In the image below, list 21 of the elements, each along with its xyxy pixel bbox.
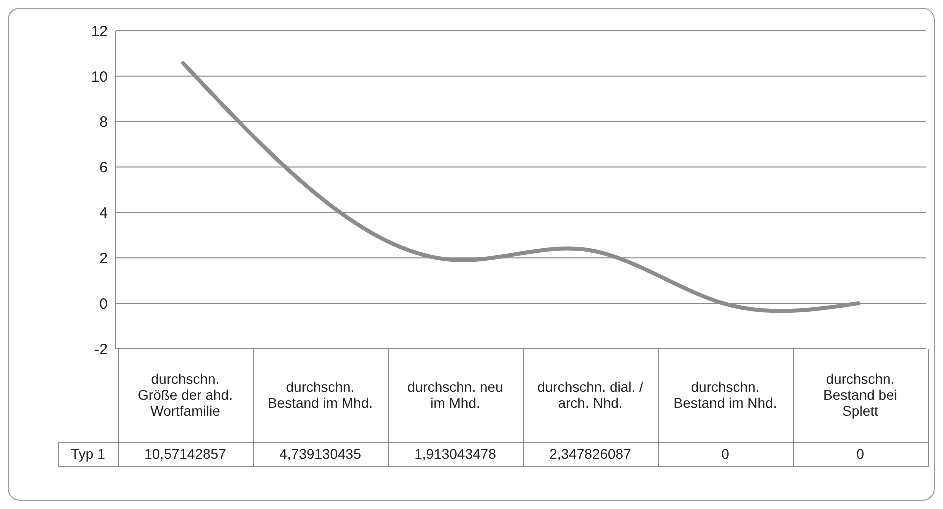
y-tick-label: 12 bbox=[91, 23, 108, 40]
y-tick-label: 6 bbox=[100, 160, 108, 177]
text: Typ 1 bbox=[58, 442, 118, 466]
x-tick-label: durchschn. Bestand bei Splett bbox=[793, 349, 928, 442]
data-label: 0 bbox=[658, 442, 793, 466]
x-tick-label: durchschn. dial. / arch. Nhd. bbox=[523, 349, 658, 442]
y-tick-label: 4 bbox=[100, 205, 108, 222]
y-tick-label: 8 bbox=[100, 114, 108, 132]
y-tick-label: 2 bbox=[100, 250, 108, 268]
data-label: 2,347826087 bbox=[523, 442, 658, 466]
y-tick-label: -2 bbox=[94, 341, 108, 358]
data-label: 1,913043478 bbox=[388, 442, 523, 466]
y-tick-label: 0 bbox=[100, 296, 108, 313]
data-label: 10,57142857 bbox=[118, 442, 253, 466]
data-label: 4,739130435 bbox=[253, 442, 388, 466]
x-tick-label: durchschn. Bestand im Mhd. bbox=[253, 349, 388, 442]
x-tick-label: durchschn. neu im Mhd. bbox=[388, 349, 523, 442]
y-tick-label: 10 bbox=[91, 68, 108, 86]
data-label: 0 bbox=[793, 442, 928, 466]
x-tick-label: durchschn. Bestand im Nhd. bbox=[658, 349, 793, 442]
x-tick-label: durchschn. Größe der ahd. Wortfamilie bbox=[118, 349, 253, 442]
